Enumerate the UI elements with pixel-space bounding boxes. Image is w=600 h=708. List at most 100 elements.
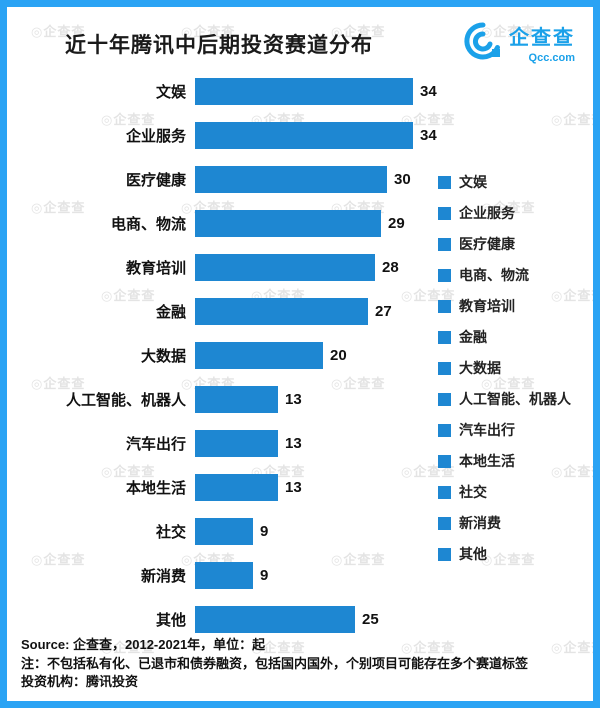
bar <box>195 209 381 237</box>
legend-item: 医疗健康 <box>438 236 571 252</box>
legend-label: 人工智能、机器人 <box>459 391 571 407</box>
category-label: 医疗健康 <box>125 171 186 189</box>
legend-item: 大数据 <box>438 360 571 376</box>
value-label: 30 <box>394 170 411 188</box>
bar <box>195 385 278 413</box>
institution-line: 投资机构：腾讯投资 <box>21 673 139 689</box>
legend-label: 本地生活 <box>459 453 515 469</box>
footnotes: Source: 企查查，2012-2021年，单位：起 注：不包括私有化、已退市… <box>21 636 583 691</box>
bar <box>195 253 375 281</box>
legend-label: 文娱 <box>459 174 487 190</box>
logo-domain: Qcc.com <box>528 52 575 64</box>
legend-swatch-icon <box>438 392 451 406</box>
bar-chart: 文娱 34 企业服务 34 医疗健康 30 电商、物流 29 教育培训 28 金融 27 大数据 20 人工… <box>19 69 581 641</box>
legend-label: 汽车出行 <box>459 422 515 438</box>
legend-swatch-icon <box>438 330 451 344</box>
category-label: 社交 <box>155 523 186 541</box>
legend-item: 汽车出行 <box>438 422 571 438</box>
category-label: 企业服务 <box>125 127 186 145</box>
legend-swatch-icon <box>438 175 451 189</box>
category-label: 金融 <box>155 303 186 321</box>
note-line: 注：不包括私有化、已退市和债券融资，包括国内国外，个别项目可能存在多个赛道标签 <box>21 655 529 671</box>
bar <box>195 561 253 589</box>
bar-row: 其他 25 <box>19 597 581 641</box>
category-label: 汽车出行 <box>125 435 186 453</box>
legend-label: 企业服务 <box>459 205 515 221</box>
bar <box>195 121 413 149</box>
legend-item: 本地生活 <box>438 453 571 469</box>
source-line: Source: 企查查，2012-2021年，单位：起 <box>21 637 266 653</box>
bar <box>195 297 368 325</box>
bar-row: 企业服务 34 <box>19 113 581 157</box>
legend-label: 金融 <box>459 329 487 345</box>
bar <box>195 517 253 545</box>
bar-row: 人工智能、机器人 13 <box>19 377 581 421</box>
legend-label: 其他 <box>459 546 487 562</box>
legend-item: 金融 <box>438 329 571 345</box>
legend-swatch-icon <box>438 237 451 251</box>
bar <box>195 165 387 193</box>
bar <box>195 605 355 633</box>
value-label: 34 <box>420 126 437 144</box>
logo-name: 企查查 <box>509 27 575 49</box>
legend-swatch-icon <box>438 485 451 499</box>
legend: 文娱企业服务医疗健康电商、物流教育培训金融大数据人工智能、机器人 汽车出行本地生活… <box>438 174 571 562</box>
legend-swatch-icon <box>438 547 451 561</box>
legend-label: 大数据 <box>459 360 501 376</box>
qcc-logo: 企查查 Qcc.com <box>463 21 575 64</box>
bar-rows: 文娱 34 企业服务 34 医疗健康 30 电商、物流 29 教育培训 28 金融 27 大数据 20 人工… <box>19 69 581 641</box>
bar-row: 文娱 34 <box>19 69 581 113</box>
value-label: 25 <box>362 610 379 628</box>
legend-swatch-icon <box>438 206 451 220</box>
category-label: 新消费 <box>140 567 186 585</box>
bar-row: 教育培训 28 <box>19 245 581 289</box>
legend-item: 电商、物流 <box>438 267 571 283</box>
value-label: 34 <box>420 82 437 100</box>
category-label: 教育培训 <box>125 259 186 277</box>
logo-texts: 企查查 Qcc.com <box>509 21 575 64</box>
bar <box>195 473 278 501</box>
legend-label: 新消费 <box>459 515 501 531</box>
value-label: 9 <box>260 522 269 540</box>
legend-label: 医疗健康 <box>459 236 515 252</box>
bar-row: 大数据 20 <box>19 333 581 377</box>
legend-item: 新消费 <box>438 515 571 531</box>
chart-title: 近十年腾讯中后期投资赛道分布 <box>65 34 373 57</box>
legend-swatch-icon <box>438 423 451 437</box>
legend-item: 文娱 <box>438 174 571 190</box>
bar-row: 金融 27 <box>19 289 581 333</box>
bar <box>195 341 323 369</box>
legend-swatch-icon <box>438 516 451 530</box>
bar-row: 本地生活 13 <box>19 465 581 509</box>
legend-item: 社交 <box>438 484 571 500</box>
legend-item: 企业服务 <box>438 205 571 221</box>
category-label: 电商、物流 <box>110 215 186 233</box>
bar-row: 新消费 9 <box>19 553 581 597</box>
category-label: 大数据 <box>140 347 186 365</box>
header: 近十年腾讯中后期投资赛道分布 企查查 Qcc.com <box>7 21 593 73</box>
legend-label: 教育培训 <box>459 298 515 314</box>
value-label: 29 <box>388 214 405 232</box>
legend-swatch-icon <box>438 299 451 313</box>
bar <box>195 77 413 105</box>
value-label: 13 <box>285 390 302 408</box>
bar-row: 电商、物流 29 <box>19 201 581 245</box>
category-label: 人工智能、机器人 <box>65 391 186 409</box>
bar-row: 汽车出行 13 <box>19 421 581 465</box>
legend-swatch-icon <box>438 361 451 375</box>
category-label: 文娱 <box>155 83 186 101</box>
value-label: 28 <box>382 258 399 276</box>
category-label: 其他 <box>155 611 186 629</box>
value-label: 13 <box>285 478 302 496</box>
legend-item: 人工智能、机器人 <box>438 391 571 407</box>
legend-swatch-icon <box>438 268 451 282</box>
value-label: 9 <box>260 566 269 584</box>
qcc-logo-icon <box>464 22 500 60</box>
bar-row: 医疗健康 30 <box>19 157 581 201</box>
legend-swatch-icon <box>438 454 451 468</box>
value-label: 13 <box>285 434 302 452</box>
legend-item: 教育培训 <box>438 298 571 314</box>
bar <box>195 429 278 457</box>
legend-item: 其他 <box>438 546 571 562</box>
